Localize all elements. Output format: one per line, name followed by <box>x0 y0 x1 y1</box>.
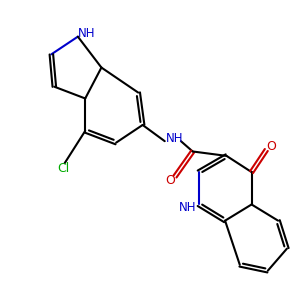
Text: Cl: Cl <box>57 162 69 175</box>
Text: NH: NH <box>178 201 196 214</box>
Text: NH: NH <box>78 27 95 40</box>
Text: NH: NH <box>165 132 183 145</box>
Text: O: O <box>267 140 277 153</box>
Text: O: O <box>165 174 175 188</box>
